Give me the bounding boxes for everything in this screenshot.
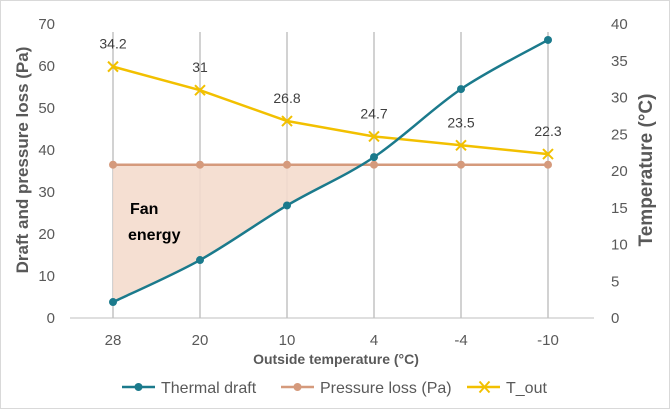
y-left-tick-label: 70 bbox=[38, 16, 55, 33]
data-label-t-out: 22.3 bbox=[534, 123, 561, 139]
point-t-out bbox=[107, 60, 119, 73]
legend-label-pressure-loss: Pressure loss (Pa) bbox=[320, 380, 452, 397]
legend-marker-pressure-loss bbox=[293, 383, 302, 391]
point-thermal-draft bbox=[283, 201, 291, 210]
x-tick-label: -10 bbox=[537, 332, 559, 349]
x-tick-label: 20 bbox=[192, 332, 209, 349]
legend-item-pressure-loss: Pressure loss (Pa) bbox=[281, 380, 452, 397]
legend-marker-t-out bbox=[478, 380, 491, 394]
data-label-t-out: 24.7 bbox=[360, 105, 387, 121]
y-left-tick-label: 60 bbox=[38, 58, 55, 75]
data-label-t-out: 31 bbox=[192, 59, 208, 75]
legend-item-t-out: T_out bbox=[467, 380, 547, 397]
point-t-out bbox=[542, 148, 554, 160]
marker-layer bbox=[107, 35, 554, 307]
y-left-tick-label: 30 bbox=[38, 184, 55, 201]
x-tick-label: 4 bbox=[370, 332, 378, 349]
y-left-tick-label: 20 bbox=[38, 226, 55, 243]
point-t-out bbox=[281, 115, 293, 127]
point-thermal-draft bbox=[544, 35, 552, 44]
point-pressure-loss-pa bbox=[283, 160, 291, 169]
y-right-tick-label: 10 bbox=[611, 237, 628, 254]
point-pressure-loss-pa bbox=[109, 160, 117, 169]
annotation-line2: energy bbox=[128, 227, 181, 244]
y-right-tick-label: 0 bbox=[611, 310, 619, 327]
y-left-tick-label: 0 bbox=[47, 310, 55, 327]
y-left-tick-label: 50 bbox=[38, 100, 55, 117]
point-t-out bbox=[368, 130, 380, 143]
x-tick-label: 10 bbox=[279, 332, 296, 349]
legend-item-thermal-draft: Thermal draft bbox=[122, 380, 257, 397]
point-thermal-draft bbox=[457, 85, 465, 94]
point-thermal-draft bbox=[109, 298, 117, 307]
x-tick-label: -4 bbox=[454, 332, 467, 349]
legend-marker-thermal-draft bbox=[134, 383, 143, 391]
point-t-out bbox=[455, 139, 467, 151]
y-right-tick-label: 15 bbox=[611, 200, 628, 217]
tick-layer: 0 10 20 30 40 50 60 70 0 5 10 15 20 25 30 35 40 28 20 10 4 -4… bbox=[38, 16, 627, 349]
y-axis-left-title: Draft and pressure loss (Pa) bbox=[13, 47, 32, 274]
fan-energy-area bbox=[113, 164, 361, 303]
data-label-t-out: 26.8 bbox=[273, 90, 300, 106]
point-pressure-loss-pa bbox=[544, 160, 552, 169]
annotation-line1: Fan bbox=[130, 201, 158, 218]
series-line-t-out bbox=[112, 65, 549, 156]
series-line-thermal-draft bbox=[112, 38, 549, 304]
y-right-tick-label: 30 bbox=[611, 90, 628, 107]
y-right-tick-label: 20 bbox=[611, 163, 628, 180]
y-right-tick-label: 35 bbox=[611, 53, 628, 70]
y-right-tick-label: 40 bbox=[611, 16, 628, 33]
y-axis-right-title: Temperature (°C) bbox=[636, 94, 657, 247]
legend-label-t-out: T_out bbox=[506, 380, 547, 397]
point-thermal-draft bbox=[196, 256, 204, 265]
x-tick-label: 28 bbox=[105, 332, 122, 349]
point-pressure-loss-pa bbox=[370, 160, 378, 169]
x-axis-title: Outside temperature (°C) bbox=[253, 351, 419, 367]
y-right-tick-label: 25 bbox=[611, 126, 628, 143]
legend: Thermal draft Pressure loss (Pa) T_out bbox=[122, 380, 547, 397]
series-layer bbox=[112, 38, 549, 304]
y-left-tick-label: 10 bbox=[38, 268, 55, 285]
point-pressure-loss-pa bbox=[196, 160, 204, 169]
y-right-tick-label: 5 bbox=[611, 273, 619, 290]
point-pressure-loss-pa bbox=[457, 160, 465, 169]
data-label-layer: 34.2 31 26.8 24.7 23.5 22.3 bbox=[99, 36, 561, 139]
data-label-t-out: 34.2 bbox=[99, 36, 126, 52]
legend-label-thermal-draft: Thermal draft bbox=[161, 380, 257, 397]
data-label-t-out: 23.5 bbox=[447, 114, 474, 130]
y-left-tick-label: 40 bbox=[38, 142, 55, 159]
point-t-out bbox=[194, 84, 206, 96]
point-thermal-draft bbox=[370, 153, 378, 162]
